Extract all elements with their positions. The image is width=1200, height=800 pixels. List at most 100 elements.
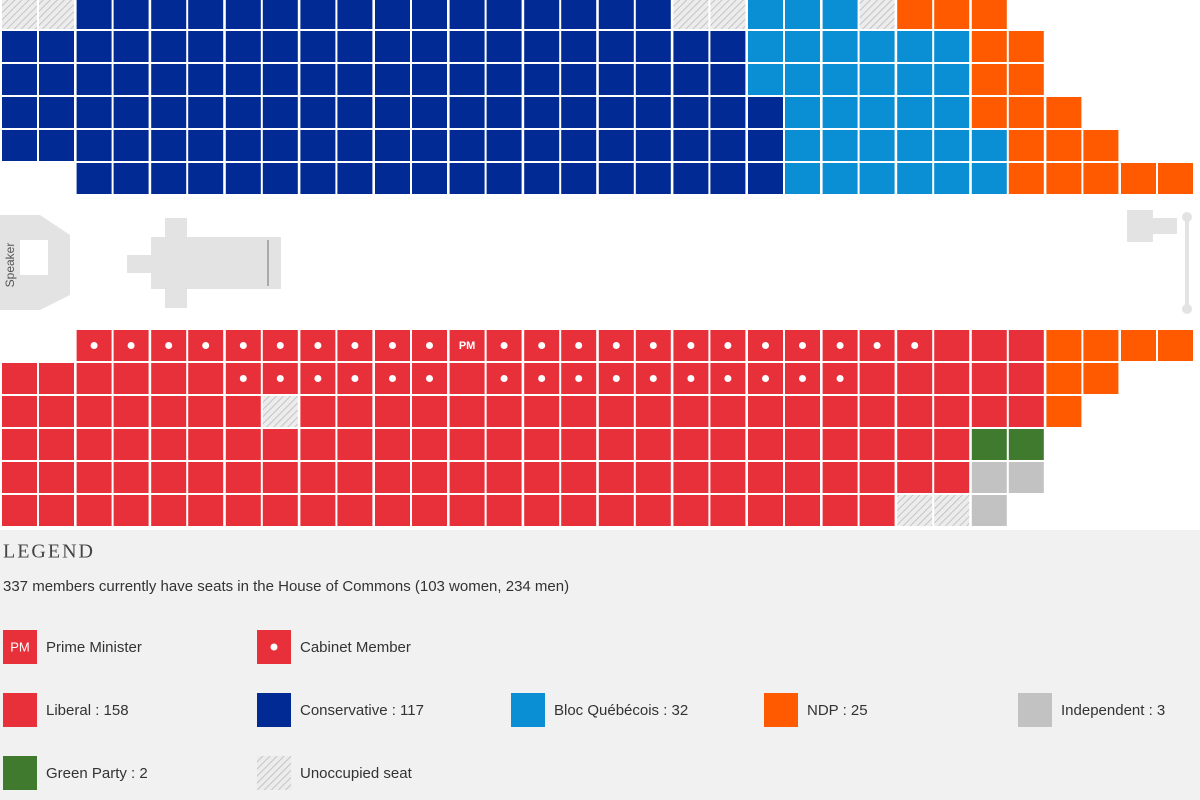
legend-swatch bbox=[3, 693, 37, 727]
seat bbox=[822, 130, 858, 161]
seat bbox=[2, 97, 37, 128]
seat bbox=[412, 429, 447, 460]
speaker-chair bbox=[0, 215, 70, 310]
seat bbox=[151, 130, 187, 161]
seat bbox=[39, 97, 74, 128]
cabinet-dot bbox=[836, 342, 844, 349]
seat bbox=[337, 396, 373, 427]
seat bbox=[113, 163, 149, 194]
seat bbox=[673, 97, 709, 128]
seat bbox=[225, 495, 261, 526]
seat bbox=[300, 462, 336, 493]
seat bbox=[113, 64, 149, 95]
seat bbox=[785, 130, 820, 161]
seat bbox=[635, 163, 671, 194]
seat bbox=[673, 0, 709, 29]
seat bbox=[39, 64, 74, 95]
seat bbox=[486, 396, 522, 427]
seat bbox=[934, 495, 970, 526]
seat bbox=[524, 0, 560, 29]
seat bbox=[785, 396, 820, 427]
seat bbox=[1008, 64, 1044, 95]
seat bbox=[673, 429, 709, 460]
seat bbox=[188, 396, 224, 427]
seat bbox=[859, 363, 895, 394]
seat bbox=[971, 363, 1007, 394]
seat bbox=[934, 130, 970, 161]
seat bbox=[151, 64, 187, 95]
seat bbox=[635, 462, 671, 493]
seat bbox=[524, 130, 560, 161]
seat bbox=[300, 0, 336, 29]
seat bbox=[934, 363, 970, 394]
seat bbox=[337, 31, 373, 62]
cabinet-dot bbox=[90, 342, 98, 349]
seat bbox=[934, 64, 970, 95]
seat bbox=[822, 495, 858, 526]
seat bbox=[225, 396, 261, 427]
legend-swatch bbox=[764, 693, 798, 727]
seat bbox=[524, 396, 560, 427]
seat bbox=[39, 495, 74, 526]
cabinet-dot bbox=[612, 342, 620, 349]
seat bbox=[486, 429, 522, 460]
seat bbox=[561, 495, 597, 526]
seat bbox=[188, 97, 224, 128]
seat bbox=[1121, 163, 1156, 194]
seat bbox=[188, 163, 224, 194]
seat bbox=[1008, 31, 1044, 62]
seat bbox=[822, 0, 858, 29]
seat bbox=[822, 97, 858, 128]
legend-title: LEGEND bbox=[3, 541, 95, 563]
seat bbox=[76, 363, 112, 394]
seat bbox=[412, 462, 447, 493]
seat bbox=[1083, 363, 1119, 394]
seat bbox=[262, 495, 298, 526]
seat bbox=[225, 64, 261, 95]
seat bbox=[449, 396, 485, 427]
seat bbox=[1046, 330, 1082, 361]
cabinet-dot bbox=[762, 375, 769, 382]
seat bbox=[710, 163, 746, 194]
seat bbox=[673, 31, 709, 62]
seat bbox=[748, 130, 783, 161]
seat bbox=[39, 396, 74, 427]
seat bbox=[486, 462, 522, 493]
seat bbox=[449, 97, 485, 128]
seat bbox=[897, 462, 933, 493]
seat bbox=[859, 396, 895, 427]
seat bbox=[151, 396, 187, 427]
seat bbox=[934, 97, 970, 128]
seat bbox=[2, 64, 37, 95]
seat bbox=[1083, 130, 1119, 161]
seat bbox=[1008, 130, 1044, 161]
seat bbox=[1008, 97, 1044, 128]
seat bbox=[375, 130, 410, 161]
cabinet-dot bbox=[165, 342, 173, 349]
seat bbox=[561, 64, 597, 95]
seat bbox=[561, 31, 597, 62]
seat bbox=[76, 0, 112, 29]
legend-swatch bbox=[511, 693, 545, 727]
seat bbox=[2, 0, 37, 29]
seat bbox=[934, 31, 970, 62]
seat bbox=[76, 163, 112, 194]
seat bbox=[113, 462, 149, 493]
seat bbox=[635, 495, 671, 526]
seat bbox=[971, 330, 1007, 361]
seat bbox=[449, 363, 485, 394]
seat bbox=[113, 31, 149, 62]
seat bbox=[225, 0, 261, 29]
seat bbox=[76, 130, 112, 161]
seat bbox=[2, 429, 37, 460]
seat bbox=[598, 64, 634, 95]
seat bbox=[151, 163, 187, 194]
seat bbox=[635, 396, 671, 427]
seat bbox=[748, 163, 783, 194]
legend-label: Bloc Québécois : 32 bbox=[554, 702, 688, 719]
seat bbox=[1008, 396, 1044, 427]
cabinet-dot bbox=[575, 375, 583, 382]
table bbox=[127, 218, 281, 308]
seat bbox=[561, 0, 597, 29]
seat bbox=[188, 130, 224, 161]
